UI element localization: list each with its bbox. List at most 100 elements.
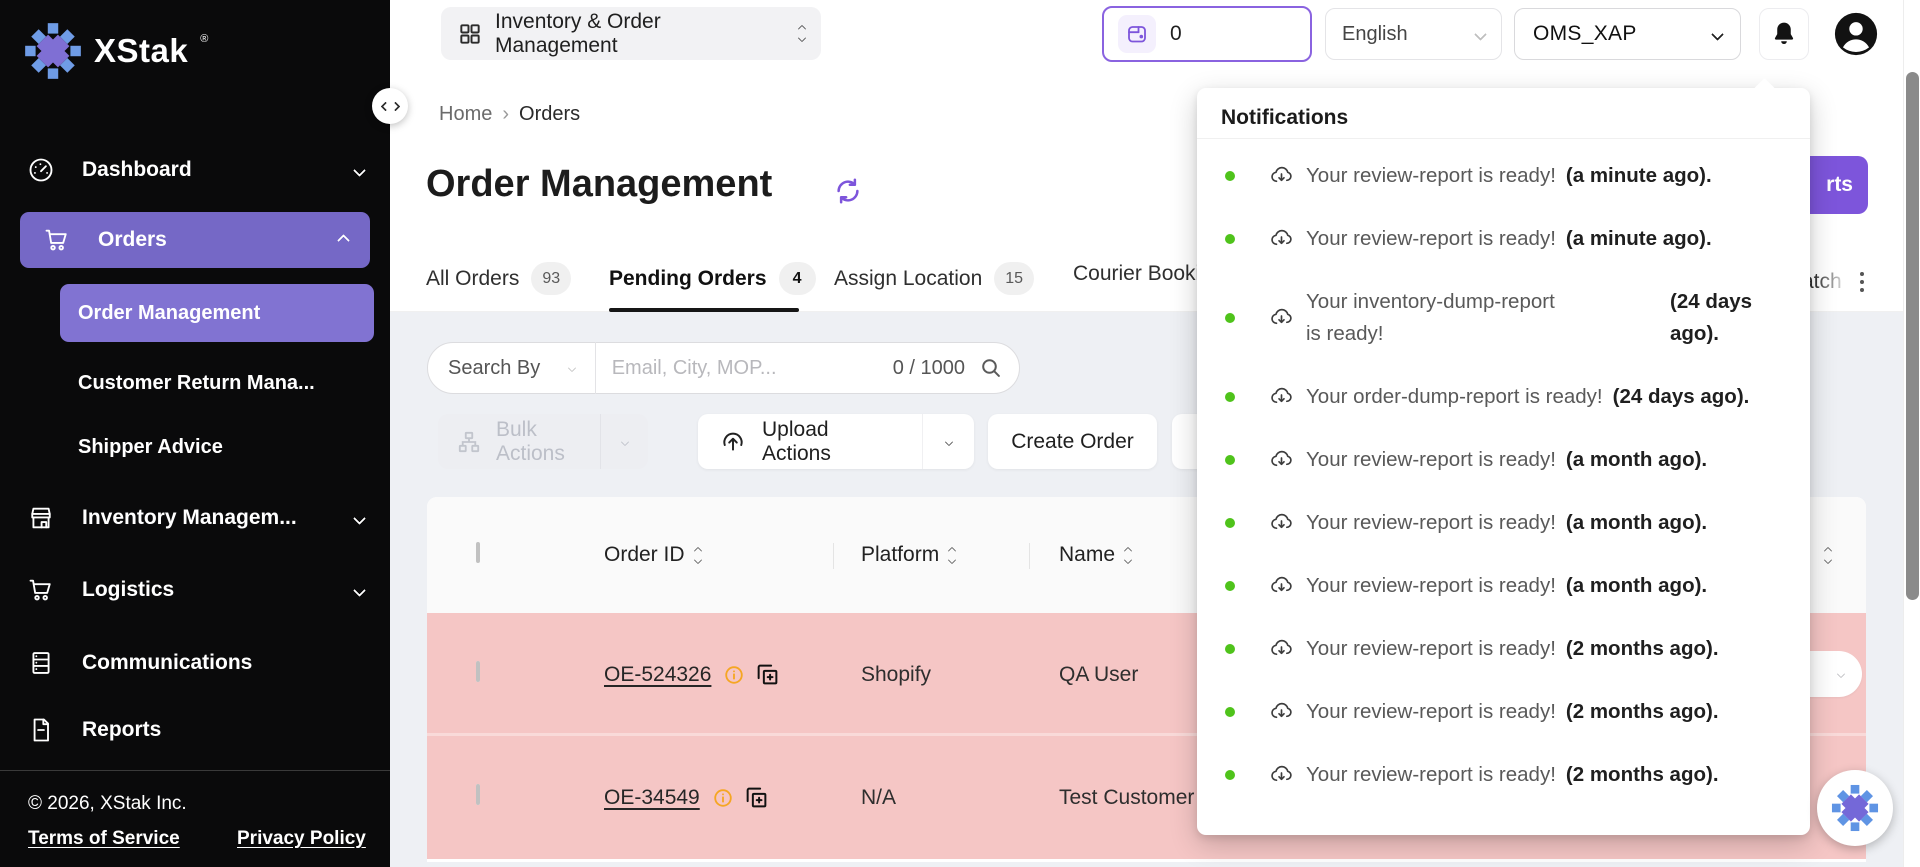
active-tab-underline — [609, 308, 799, 312]
create-order-button[interactable]: Create Order — [988, 414, 1157, 469]
search-icon[interactable] — [979, 356, 1003, 380]
order-id-link[interactable]: OE-34549 — [604, 785, 700, 809]
notifications-bell-button[interactable] — [1759, 8, 1809, 60]
reports-button-label: rts — [1826, 173, 1853, 196]
breadcrumb-separator: › — [502, 103, 510, 125]
row-checkbox[interactable] — [476, 784, 480, 805]
column-divider — [833, 543, 834, 569]
page-title: Order Management — [426, 163, 773, 205]
app-switcher-label: Inventory & Order Management — [495, 9, 661, 57]
notification-item[interactable]: Your review-report is ready! (a month ag… — [1197, 491, 1810, 554]
duplicate-order-icon[interactable] — [744, 785, 769, 810]
column-header-order-id[interactable]: Order ID — [604, 497, 702, 613]
floating-assistant-button[interactable] — [1817, 770, 1893, 846]
user-avatar[interactable] — [1833, 11, 1879, 57]
select-all-checkbox[interactable] — [476, 542, 480, 563]
notification-time: (a minute ago). — [1565, 226, 1712, 250]
server-stack-icon — [26, 649, 56, 677]
sort-icon — [693, 546, 702, 564]
chevron-down-icon — [567, 363, 577, 373]
notification-time: (2 months ago). — [1565, 762, 1719, 786]
chevron-down-icon — [353, 163, 366, 177]
upload-actions-label: Upload Actions — [762, 417, 831, 465]
wallet-value: 0 — [1170, 22, 1182, 45]
cart-icon — [42, 226, 72, 254]
sidebar-item-shipper-advice[interactable]: Shipper Advice — [60, 418, 374, 476]
notification-time: (a month ago). — [1565, 510, 1708, 534]
tab-assign-location[interactable]: Assign Location 15 — [834, 262, 1035, 295]
sidebar-item-orders[interactable]: Orders — [20, 212, 370, 268]
column-header-platform[interactable]: Platform — [861, 497, 957, 613]
search-bar: Search By 0 / 1000 — [427, 342, 1020, 394]
chevron-up-icon — [337, 233, 350, 247]
tabs-fade — [1815, 254, 1863, 310]
notification-time: (a month ago). — [1565, 447, 1708, 471]
notification-item[interactable]: Your order-dump-report is ready! (24 day… — [1197, 365, 1810, 428]
breadcrumb-home[interactable]: Home — [439, 103, 493, 125]
search-by-label: Search By — [448, 356, 541, 379]
info-icon[interactable] — [712, 787, 734, 809]
notification-item[interactable]: Your review-report is ready! (2 months a… — [1197, 743, 1810, 806]
tab-pending-orders[interactable]: Pending Orders 4 — [609, 262, 816, 295]
sidebar-item-communications[interactable]: Communications — [0, 635, 390, 691]
sidebar-item-reports[interactable]: Reports — [0, 702, 390, 758]
row-checkbox[interactable] — [476, 661, 480, 682]
notification-time: (a minute ago). — [1565, 163, 1712, 187]
terms-of-service-link[interactable]: Terms of Service — [28, 828, 180, 849]
notification-item[interactable]: Your review-report is ready! (a minute a… — [1197, 207, 1810, 270]
notification-item[interactable]: Your review-report is ready! (a month ag… — [1197, 428, 1810, 491]
sidebar-item-logistics[interactable]: Logistics — [0, 562, 390, 618]
tab-count-badge: 4 — [778, 262, 816, 295]
duplicate-order-icon[interactable] — [755, 662, 780, 687]
notification-message: Your review-report is ready! — [1306, 573, 1556, 597]
refresh-icon[interactable] — [833, 176, 863, 206]
logo-registered-mark: ® — [200, 33, 209, 45]
column-divider — [1029, 543, 1030, 569]
tab-courier-booking[interactable]: Courier Booki — [1073, 262, 1200, 286]
wallet-balance-button[interactable]: 0 — [1102, 6, 1312, 62]
sidebar-item-inventory-management[interactable]: Inventory Managem... — [0, 490, 390, 546]
chevron-down-icon — [353, 583, 366, 597]
column-header-name[interactable]: Name — [1059, 497, 1133, 613]
info-icon[interactable] — [723, 664, 745, 686]
notification-item[interactable]: Your inventory-dump-report is ready! (24… — [1197, 270, 1810, 365]
xstak-logo[interactable]: XStak ® — [24, 22, 208, 80]
unread-dot-icon — [1225, 312, 1235, 323]
sidebar-label: Orders — [98, 228, 167, 251]
cloud-download-icon — [1269, 447, 1294, 472]
sort-icon — [1123, 546, 1133, 564]
notification-item[interactable]: Your review-report is ready! (a month ag… — [1197, 554, 1810, 617]
column-header-hidden-sorter[interactable] — [1823, 497, 1833, 613]
notification-item[interactable]: Your review-report is ready! (2 months a… — [1197, 680, 1810, 743]
chevron-right-icon — [390, 101, 400, 111]
notification-item[interactable]: Your review-report is ready! (a minute a… — [1197, 144, 1810, 207]
breadcrumb: Home › Orders — [439, 103, 580, 126]
unread-dot-icon — [1225, 643, 1235, 654]
search-input[interactable] — [595, 356, 893, 380]
chevron-down-icon — [944, 437, 953, 446]
bulk-actions-button[interactable]: Bulk Actions — [438, 414, 648, 469]
upload-actions-button[interactable]: Upload Actions — [698, 414, 974, 469]
order-id-link[interactable]: OE-524326 — [604, 662, 712, 686]
app-switcher[interactable]: Inventory & Order Management — [441, 7, 821, 60]
sidebar-item-customer-return[interactable]: Customer Return Mana... — [60, 354, 374, 412]
search-by-select[interactable]: Search By — [428, 357, 595, 380]
notification-item[interactable]: Your review-report is ready! (2 months a… — [1197, 617, 1810, 680]
tab-all-orders[interactable]: All Orders 93 — [426, 262, 572, 295]
tab-label: All Orders — [426, 266, 520, 290]
language-select[interactable]: English — [1325, 8, 1502, 60]
scrollbar-thumb[interactable] — [1906, 72, 1919, 600]
privacy-policy-link[interactable]: Privacy Policy — [237, 828, 366, 849]
copyright-text: © 2026, XStak Inc. — [28, 793, 187, 814]
sidebar-item-order-management[interactable]: Order Management — [60, 284, 374, 342]
panel-arrow — [1753, 77, 1776, 100]
page-scrollbar[interactable] — [1903, 0, 1920, 867]
sidebar-collapse-toggle[interactable] — [372, 88, 408, 124]
cloud-download-icon — [1269, 510, 1294, 535]
tabs-more-menu-icon[interactable] — [1860, 272, 1864, 292]
sidebar-item-dashboard[interactable]: Dashboard — [0, 142, 390, 198]
notification-message: Your review-report is ready! — [1306, 762, 1556, 786]
create-order-label: Create Order — [1011, 429, 1134, 453]
chevron-down-icon — [620, 437, 629, 446]
workspace-select[interactable]: OMS_XAP — [1514, 8, 1741, 60]
